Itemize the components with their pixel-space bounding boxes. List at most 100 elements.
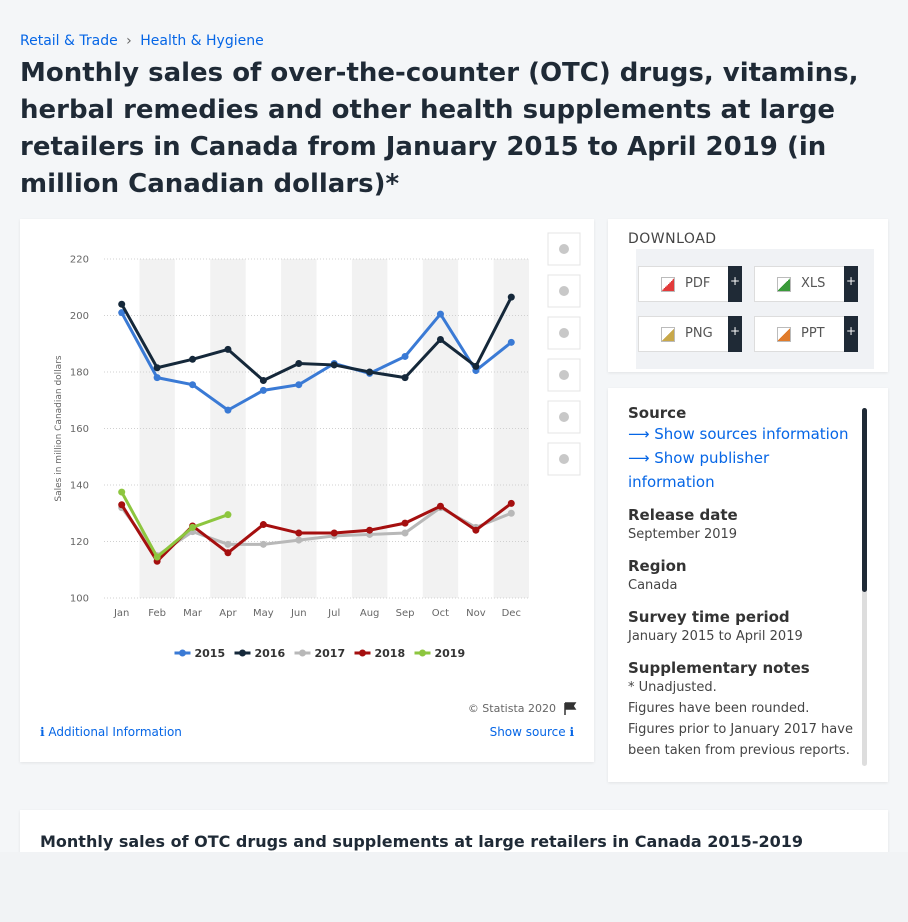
y-tick-label: 200: [70, 311, 89, 322]
detail-label: Region: [628, 557, 687, 575]
page-title: Monthly sales of over-the-counter (OTC) …: [20, 58, 859, 199]
details: Source ⟶ Show sources information ⟶ Show…: [628, 404, 853, 761]
statistic-title: Monthly sales of OTC drugs and supplemen…: [40, 832, 803, 851]
x-tick-label: Jul: [327, 608, 340, 619]
link-text[interactable]: Show source: [489, 725, 566, 739]
data-point: [295, 536, 303, 544]
data-point: [118, 300, 126, 308]
tool-icon: [559, 286, 569, 296]
detail-value: Canada: [628, 578, 678, 593]
format-label: XLS: [801, 276, 826, 291]
data-point: [224, 540, 232, 548]
x-tick-label: Oct: [432, 608, 449, 619]
column-band: [493, 259, 529, 598]
data-point: [330, 361, 338, 369]
data-point: [507, 293, 515, 301]
data-point: [366, 368, 374, 376]
data-point: [259, 540, 267, 548]
series-line: [120, 311, 513, 412]
data-point: [224, 549, 232, 557]
data-point: [401, 352, 409, 360]
download-button[interactable]: PPT +: [754, 316, 858, 352]
link-text[interactable]: Show publisher information: [628, 449, 770, 491]
data-point: [436, 502, 444, 510]
data-point: [330, 529, 338, 537]
x-tick-label: May: [253, 608, 274, 619]
bottom-band: [0, 852, 908, 922]
source-heading: Source: [628, 404, 687, 422]
data-point: [401, 374, 409, 382]
download-button[interactable]: PNG +: [638, 316, 742, 352]
tool-icon: [559, 412, 569, 422]
download-card: DOWNLOAD PDF + XLS + PNG + PPT +: [608, 219, 888, 372]
legend-label: 2019: [435, 647, 466, 660]
chart: 100 120 140 160 180 200 220 Jan Feb Mar Apr May Jun J…: [54, 232, 581, 715]
legend-swatch-dot: [419, 649, 426, 657]
column-band: [351, 259, 388, 598]
legend-label: 2018: [375, 647, 406, 660]
legend-swatch-dot: [359, 649, 366, 657]
download-button[interactable]: PDF +: [638, 266, 742, 302]
data-point: [259, 386, 267, 394]
note: Figures have been rounded.: [628, 701, 810, 716]
scroll-thumb[interactable]: [862, 408, 867, 592]
detail-value: January 2015 to April 2019: [628, 629, 803, 644]
data-point: [224, 511, 232, 519]
data-point: [295, 360, 303, 368]
source-link[interactable]: ⟶ Show publisher information: [628, 449, 770, 491]
file-icon: [661, 327, 675, 342]
data-point: [118, 501, 126, 509]
data-point: [295, 529, 303, 537]
download-button[interactable]: XLS +: [754, 266, 858, 302]
data-point: [189, 381, 197, 389]
scroll-track: [862, 408, 867, 766]
x-tick-label: Sep: [396, 608, 415, 619]
data-point: [189, 355, 197, 363]
series-line: [120, 296, 513, 383]
legend-swatch-dot: [299, 649, 306, 657]
detail-label: Survey time period: [628, 608, 790, 626]
data-point: [153, 553, 161, 561]
x-tick-label: Apr: [219, 608, 237, 619]
details-card: Source ⟶ Show sources information ⟶ Show…: [608, 388, 888, 782]
data-point: [401, 529, 409, 537]
data-point: [224, 345, 232, 353]
file-icon: [661, 277, 675, 292]
link-text[interactable]: Show sources information: [654, 425, 849, 443]
detail-label: Release date: [628, 506, 738, 524]
show-source[interactable]: Show source ℹ: [489, 725, 574, 739]
link-text[interactable]: Additional Information: [48, 725, 182, 739]
y-tick-label: 180: [70, 368, 89, 379]
chart-card: 100 120 140 160 180 200 220 Jan Feb Mar Apr May Jun J…: [20, 219, 594, 762]
x-tick-label: Nov: [466, 608, 486, 619]
data-point: [401, 519, 409, 527]
data-point: [118, 488, 126, 496]
breadcrumb[interactable]: Retail & Trade: [20, 33, 118, 49]
legend-label: 2015: [195, 647, 226, 660]
y-tick-label: 160: [70, 424, 89, 435]
tool-icon: [559, 244, 569, 254]
format-label: PNG: [685, 326, 713, 341]
tool-icon: [559, 454, 569, 464]
format-label: PDF: [685, 276, 711, 291]
data-point: [259, 521, 267, 529]
source-link[interactable]: ⟶ Show sources information: [628, 425, 849, 443]
breadcrumb-separator: ›: [126, 33, 132, 49]
additional-info[interactable]: ℹ Additional Information: [40, 725, 182, 739]
data-point: [436, 336, 444, 344]
series-line: [120, 491, 229, 560]
data-point: [507, 338, 515, 346]
data-point: [224, 406, 232, 414]
x-tick-label: Feb: [148, 608, 166, 619]
y-tick-label: 140: [70, 481, 89, 492]
detail-value: September 2019: [628, 527, 738, 542]
more-options: +: [844, 316, 858, 352]
note: * Unadjusted.: [628, 680, 717, 695]
data-point: [366, 526, 374, 534]
data-point: [153, 374, 161, 382]
x-tick-label: Jun: [290, 608, 307, 619]
legend-label: 2016: [255, 647, 286, 660]
more-options: +: [728, 316, 742, 352]
breadcrumb[interactable]: Health & Hygiene: [140, 33, 264, 49]
